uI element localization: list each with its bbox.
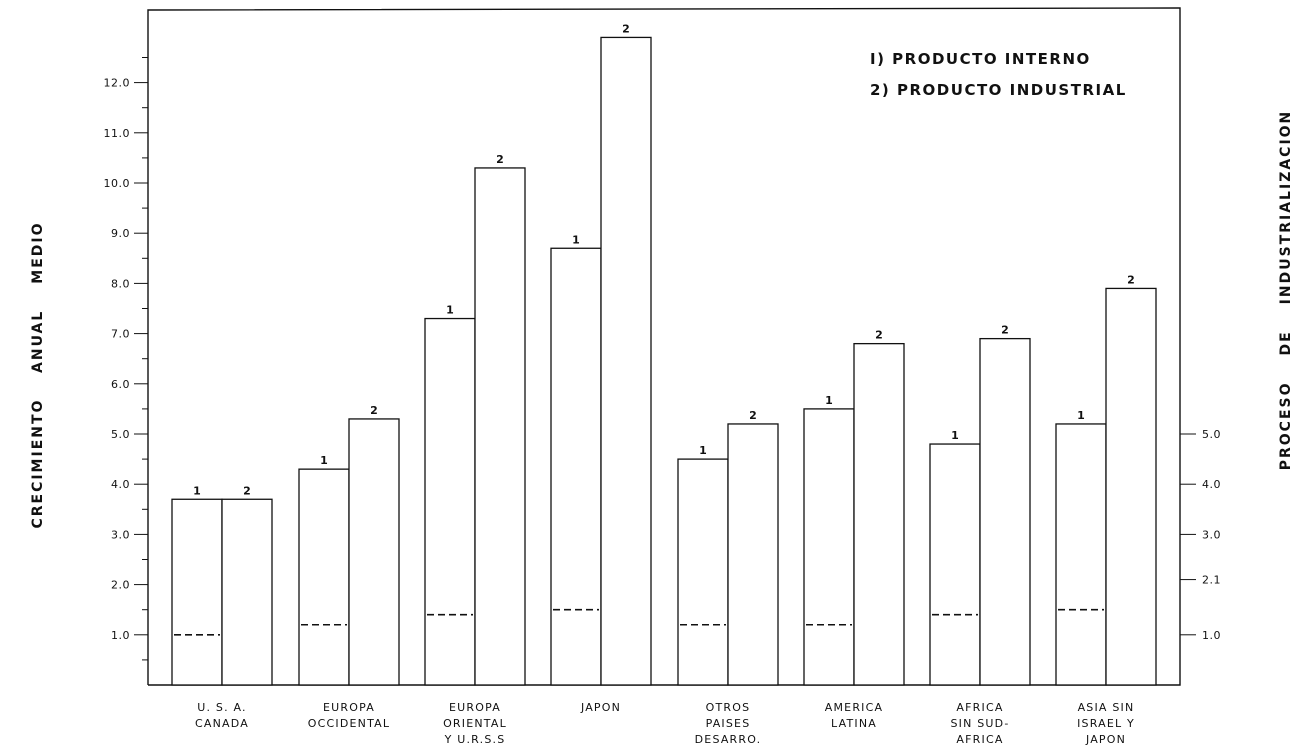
bar-label-2: 2 (496, 153, 504, 166)
y-tick-label: 6.0 (111, 378, 130, 391)
bar-producto-industrial (600, 36, 652, 686)
y2-tick-label: 3.0 (1202, 528, 1221, 541)
bar-label-2: 2 (1001, 324, 1009, 337)
bar-label-2: 2 (875, 329, 883, 342)
bar-producto-interno (929, 443, 981, 686)
y2-tick-label: 5.0 (1202, 428, 1221, 441)
bar-label-1: 1 (1077, 409, 1085, 422)
y-tick-label: 12.0 (104, 77, 131, 90)
category-label: OCCIDENTAL (308, 717, 390, 730)
bars-group: 1 2 1 2 1 2 1 2 1 2 1 2 1 2 1 2 (171, 22, 1157, 686)
y-tick-label: 8.0 (111, 277, 130, 290)
category-label: OTROS (706, 701, 751, 714)
y2-axis-title: PROCESO DE INDUSTRIALIZACION (1278, 110, 1294, 471)
bar-producto-interno (803, 408, 855, 686)
axis-title-word: DE (1278, 330, 1294, 355)
bar-producto-industrial (1105, 287, 1157, 686)
bar-label-1: 1 (446, 304, 454, 317)
bar-producto-interno (298, 468, 350, 686)
bar-producto-industrial (727, 423, 779, 686)
bar-label-1: 1 (572, 233, 580, 246)
category-label: AFRICA (956, 733, 1003, 746)
category-label: U. S. A. (197, 701, 246, 714)
category-label: DESARRO. (695, 733, 762, 746)
bar-producto-interno (171, 498, 223, 686)
bar-producto-interno (677, 458, 729, 686)
bar-label-2: 2 (749, 409, 757, 422)
y-axis-title: CRECIMIENTO ANUAL MEDIO (30, 221, 46, 528)
legend-item-1: I) PRODUCTO INTERNO (870, 50, 1091, 68)
bar-producto-industrial (348, 418, 400, 686)
bar-producto-industrial (474, 167, 526, 686)
axis-title-word: MEDIO (30, 221, 46, 283)
category-label: EUROPA (323, 701, 375, 714)
y-tick-label: 10.0 (104, 177, 131, 190)
category-label: ISRAEL Y (1077, 717, 1135, 730)
bar-label-2: 2 (370, 404, 378, 417)
y-tick-label: 7.0 (111, 328, 130, 341)
category-label: AMERICA (825, 701, 883, 714)
bar-producto-interno (1055, 423, 1107, 686)
category-label: AFRICA (956, 701, 1003, 714)
y-tick-label: 2.0 (111, 579, 130, 592)
y2-tick-label: 2.1 (1202, 574, 1221, 587)
bar-label-2: 2 (1127, 273, 1135, 286)
y-tick-label: 11.0 (104, 127, 131, 140)
category-label: JAPON (1085, 733, 1126, 746)
bar-label-1: 1 (951, 429, 959, 442)
y-tick-label: 5.0 (111, 428, 130, 441)
bar-producto-interno (424, 317, 476, 686)
category-label: JAPON (580, 701, 621, 714)
y-tick-label: 4.0 (111, 478, 130, 491)
axis-title-word: INDUSTRIALIZACION (1278, 110, 1294, 305)
legend-item-2: 2) PRODUCTO INDUSTRIAL (870, 81, 1127, 99)
right-y-axis: 1.0 2.1 3.0 4.0 5.0 (1180, 428, 1221, 642)
industrialization-markers (174, 608, 1104, 636)
bar-producto-industrial (979, 337, 1031, 686)
y2-tick-label: 1.0 (1202, 629, 1221, 642)
category-labels: U. S. A. CANADA EUROPA OCCIDENTAL EUROPA ORIE… (195, 701, 1135, 746)
category-label: CANADA (195, 717, 249, 730)
bar-label-2: 2 (243, 484, 251, 497)
bar-label-1: 1 (320, 454, 328, 467)
y-tick-label: 3.0 (111, 528, 130, 541)
y-tick-label: 1.0 (111, 629, 130, 642)
category-label: Y U.R.S.S (444, 733, 506, 746)
bar-producto-interno (550, 247, 602, 686)
axis-title-word: PROCESO (1278, 382, 1294, 471)
y-tick-label: 9.0 (111, 227, 130, 240)
category-label: SIN SUD- (950, 717, 1009, 730)
category-label: ORIENTAL (443, 717, 507, 730)
bar-label-1: 1 (825, 394, 833, 407)
category-label: LATINA (831, 717, 877, 730)
category-label: PAISES (706, 717, 751, 730)
bar-label-2: 2 (622, 22, 630, 35)
bar-producto-industrial (221, 498, 273, 686)
axis-title-word: CRECIMIENTO (30, 399, 46, 529)
left-y-axis: 1.0 2.0 3.0 4.0 5.0 6.0 7.0 8.0 9.0 10.0 11.0 12.0 (104, 57, 148, 661)
bar-label-1: 1 (193, 484, 201, 497)
bar-label-1: 1 (699, 444, 707, 457)
y2-tick-label: 4.0 (1202, 478, 1221, 491)
bar-producto-industrial (853, 342, 905, 686)
category-label: ASIA SIN (1078, 701, 1135, 714)
category-label: EUROPA (449, 701, 501, 714)
axis-title-word: ANUAL (30, 310, 46, 373)
